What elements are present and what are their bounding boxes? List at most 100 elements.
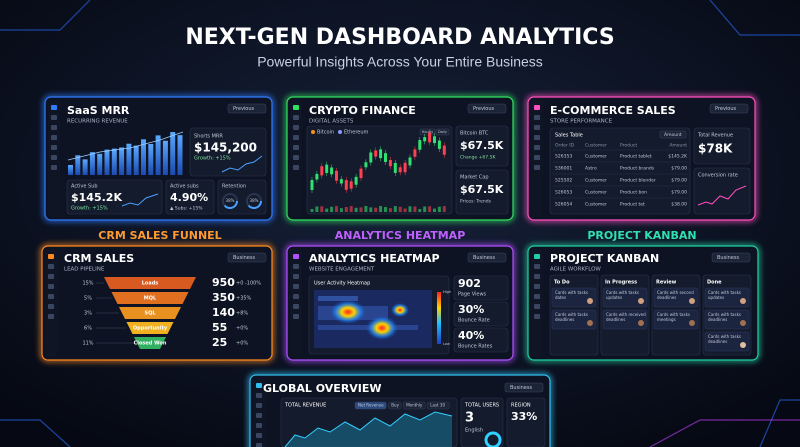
dropdown-label[interactable]: Previous	[473, 106, 495, 112]
sidebar-icon[interactable]	[293, 304, 299, 309]
kanban-card[interactable]	[653, 287, 699, 308]
card-text[interactable]: deadlines	[708, 339, 727, 344]
sidebar-icon[interactable]	[48, 254, 54, 259]
filter-pill-label[interactable]: Monthly	[406, 403, 423, 408]
sidebar-icon[interactable]	[534, 304, 540, 309]
filter-pill[interactable]	[388, 401, 402, 410]
kanban-card[interactable]	[704, 309, 750, 330]
kanban-card[interactable]	[551, 309, 597, 330]
card-text[interactable]: Cards with tasks	[555, 290, 588, 295]
sidebar-icon[interactable]	[256, 443, 262, 447]
dropdown[interactable]	[227, 103, 267, 114]
card-text[interactable]: Cards with received	[606, 312, 646, 317]
dropdown[interactable]	[711, 252, 751, 263]
sidebar-icon[interactable]	[51, 155, 57, 160]
sidebar-icon[interactable]	[534, 314, 540, 319]
kanban-card[interactable]	[602, 309, 648, 330]
sidebar-icon[interactable]	[534, 125, 540, 130]
sidebar-icon[interactable]	[534, 155, 540, 160]
sidebar-icon[interactable]	[293, 294, 299, 299]
sidebar-icon[interactable]	[293, 105, 299, 110]
sidebar-icon[interactable]	[256, 433, 262, 438]
sidebar-icon[interactable]	[293, 254, 299, 259]
card-text[interactable]: updates	[606, 295, 622, 300]
sidebar-icon[interactable]	[48, 304, 54, 309]
sidebar-icon[interactable]	[256, 403, 262, 408]
sidebar-icon[interactable]	[293, 115, 299, 120]
sidebar-icon[interactable]	[534, 105, 540, 110]
dropdown[interactable]	[709, 103, 749, 114]
sidebar-icon[interactable]	[534, 284, 540, 289]
filter-pill-label[interactable]: Buy	[391, 403, 399, 408]
sidebar-icon[interactable]	[256, 413, 262, 418]
sidebar-icon[interactable]	[256, 383, 262, 388]
sidebar-icon[interactable]	[51, 165, 57, 170]
sidebar-icon[interactable]	[51, 135, 57, 140]
sidebar-icon[interactable]	[534, 145, 540, 150]
card-text[interactable]: deadlines	[606, 317, 625, 322]
dropdown-label[interactable]: Previous	[715, 106, 737, 112]
card-text[interactable]: dates	[555, 295, 566, 300]
card-text[interactable]: deadlines	[708, 317, 727, 322]
kanban-card[interactable]	[551, 287, 597, 308]
tab[interactable]	[435, 128, 450, 136]
card-text[interactable]: Cards with tasks	[555, 312, 588, 317]
dropdown[interactable]	[504, 382, 544, 393]
sidebar-icon[interactable]	[293, 135, 299, 140]
dropdown-label[interactable]: Business	[473, 255, 495, 261]
card-text[interactable]: Cards with tasks	[606, 290, 639, 295]
filter-pill[interactable]	[403, 401, 426, 410]
sidebar-icon[interactable]	[256, 393, 262, 398]
filter-pill[interactable]	[354, 401, 387, 410]
sidebar-icon[interactable]	[48, 284, 54, 289]
card-text[interactable]: updates	[708, 295, 724, 300]
dropdown[interactable]	[467, 103, 507, 114]
kanban-card[interactable]	[602, 287, 648, 308]
dropdown-label[interactable]: Amount	[664, 132, 682, 138]
filter-pill[interactable]	[427, 401, 450, 410]
card-text[interactable]: deadlines	[555, 317, 574, 322]
sidebar-icon[interactable]	[534, 274, 540, 279]
card-text[interactable]: Cards with tasks	[708, 334, 741, 339]
sidebar-icon[interactable]	[534, 254, 540, 259]
tab[interactable]	[419, 128, 436, 136]
dropdown-label[interactable]: Business	[717, 255, 739, 261]
card-text[interactable]: Cards with tasks	[657, 312, 690, 317]
sidebar-icon[interactable]	[534, 135, 540, 140]
sidebar-icon[interactable]	[534, 115, 540, 120]
dropdown-label[interactable]: Previous	[233, 106, 255, 112]
kanban-card[interactable]	[704, 287, 750, 308]
card-text[interactable]: Cards with second	[657, 290, 694, 295]
dropdown[interactable]	[467, 252, 507, 263]
sidebar-icon[interactable]	[534, 264, 540, 269]
tab-label[interactable]: Daily	[438, 130, 447, 134]
sidebar-icon[interactable]	[256, 423, 262, 428]
tab-label[interactable]: Hourly	[422, 130, 433, 134]
card-text[interactable]: deadlines	[657, 295, 676, 300]
sidebar-icon[interactable]	[293, 155, 299, 160]
dropdown-label[interactable]: Business	[510, 385, 532, 391]
sidebar-icon[interactable]	[51, 145, 57, 150]
card-text[interactable]: meetings	[657, 317, 676, 322]
kanban-card[interactable]	[704, 331, 750, 352]
filter-pill-label[interactable]: Last 30	[430, 403, 445, 408]
sidebar-icon[interactable]	[534, 165, 540, 170]
sidebar-icon[interactable]	[48, 314, 54, 319]
sidebar-icon[interactable]	[293, 264, 299, 269]
sidebar-icon[interactable]	[293, 125, 299, 130]
kanban-card[interactable]	[653, 309, 699, 330]
card-text[interactable]: Cards with tasks	[708, 312, 741, 317]
sidebar-icon[interactable]	[293, 165, 299, 170]
dropdown[interactable]	[659, 130, 687, 139]
sidebar-icon[interactable]	[293, 145, 299, 150]
dropdown[interactable]	[227, 252, 267, 263]
sidebar-icon[interactable]	[51, 115, 57, 120]
sidebar-icon[interactable]	[48, 264, 54, 269]
sidebar-icon[interactable]	[51, 105, 57, 110]
sidebar-icon[interactable]	[293, 284, 299, 289]
sidebar-icon[interactable]	[51, 125, 57, 130]
sidebar-icon[interactable]	[534, 294, 540, 299]
dropdown-label[interactable]: Business	[233, 255, 255, 261]
filter-pill-label[interactable]: Net Revenue	[358, 403, 384, 408]
sidebar-icon[interactable]	[293, 274, 299, 279]
